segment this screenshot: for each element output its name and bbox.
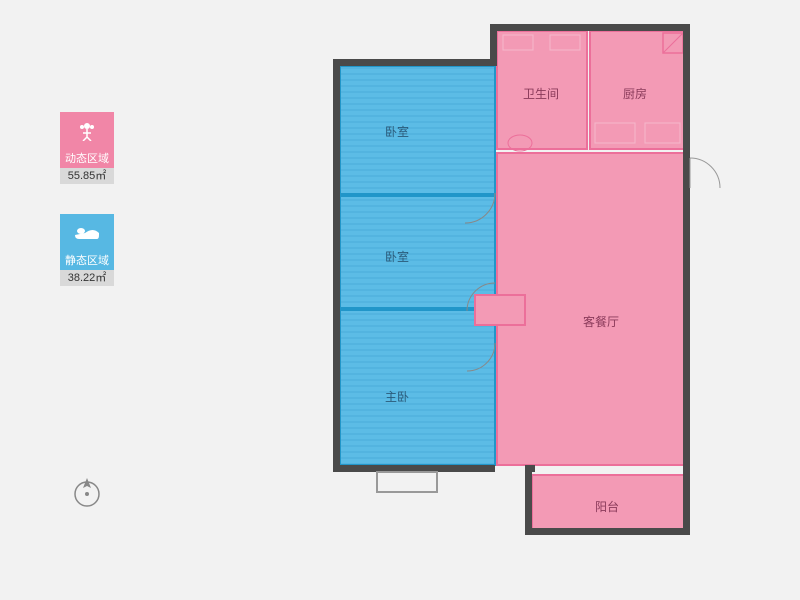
label-living-dining: 客餐厅	[583, 313, 619, 330]
room-bedroom2	[340, 196, 495, 308]
legend-item-dynamic: 动态区域 55.85㎡	[60, 112, 114, 184]
people-icon	[60, 112, 114, 150]
legend-item-static: 静态区域 38.22㎡	[60, 214, 114, 286]
legend-label-dynamic: 动态区域	[60, 150, 114, 168]
door-arc-4	[690, 158, 720, 188]
bed-icon	[60, 214, 114, 252]
legend-value-static: 38.22㎡	[60, 270, 114, 286]
legend-value-dynamic: 55.85㎡	[60, 168, 114, 184]
window-bay	[377, 472, 437, 492]
legend: 动态区域 55.85㎡ 静态区域 38.22㎡	[60, 112, 114, 316]
room-master-bedroom	[340, 310, 495, 465]
floorplan: 卧室 卧室 主卧 卫生间 厨房 客餐厅 阳台	[325, 23, 745, 573]
legend-label-static: 静态区域	[60, 252, 114, 270]
living-notch	[475, 295, 525, 325]
floorplan-svg	[325, 23, 745, 573]
label-bedroom1: 卧室	[385, 123, 409, 140]
label-master-bedroom: 主卧	[385, 388, 409, 405]
label-bedroom2: 卧室	[385, 248, 409, 265]
label-kitchen: 厨房	[623, 85, 647, 102]
room-bedroom1	[340, 66, 495, 194]
label-balcony: 阳台	[595, 498, 619, 515]
compass-icon	[67, 470, 107, 510]
label-bathroom: 卫生间	[523, 85, 559, 102]
